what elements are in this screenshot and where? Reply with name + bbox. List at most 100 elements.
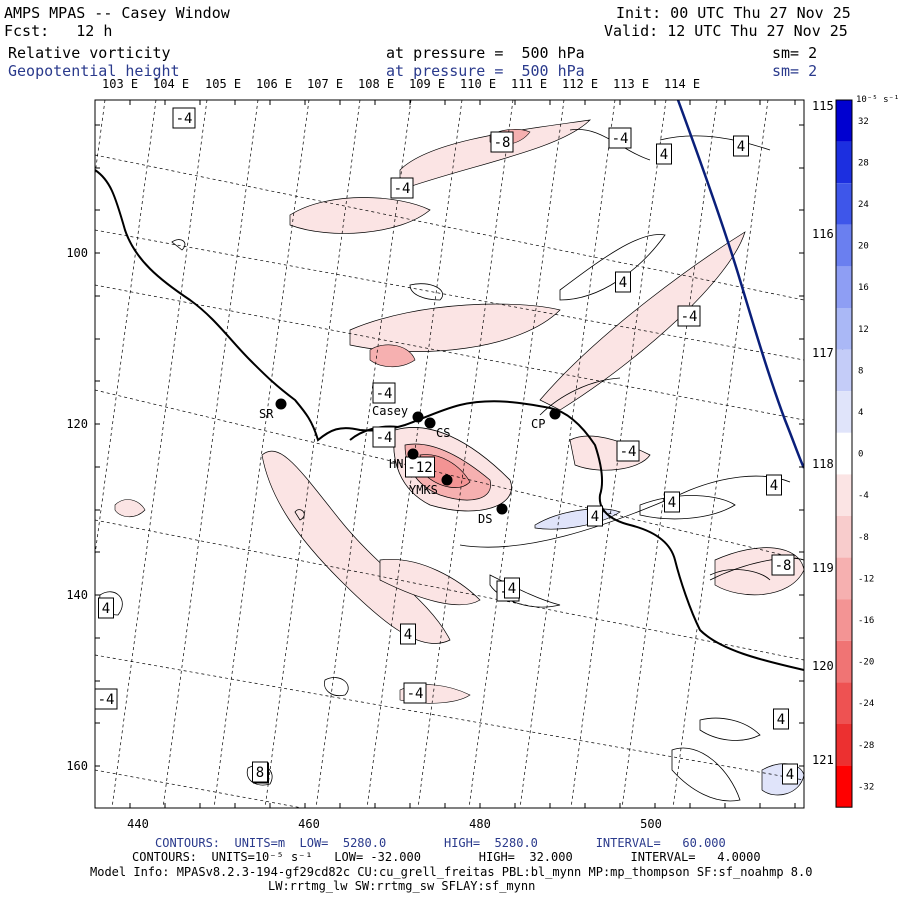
colorbar-segment <box>836 432 852 475</box>
svg-text:-4: -4 <box>376 386 393 402</box>
station-ds: DS <box>478 503 508 526</box>
contour-label: -4 <box>616 440 640 462</box>
y-tick-labels: 100 120 140 160 <box>66 246 88 773</box>
init-time: Init: 00 UTC Thu 27 Nov 25 <box>616 4 851 22</box>
footer-contours-vorticity: CONTOURS: UNITS=10⁻⁵ s⁻¹ LOW= -32.000 HI… <box>132 850 761 864</box>
contour-label: -8 <box>771 554 795 576</box>
colorbar-tick-label: 20 <box>858 242 869 252</box>
field1-name: Relative vorticity <box>8 44 171 62</box>
colorbar-segment <box>836 391 852 433</box>
svg-text:4: 4 <box>770 478 778 494</box>
footer-model-info: Model Info: MPASv8.2.3-194-gf29cd82c CU:… <box>90 865 813 879</box>
svg-text:4: 4 <box>660 147 668 163</box>
y-tick-label: 100 <box>66 246 88 260</box>
valid-time: Valid: 12 UTC Thu 27 Nov 25 <box>604 22 848 40</box>
colorbar-segment <box>836 557 852 600</box>
y-tick-label: 160 <box>66 759 88 773</box>
colorbar-tick-label: 32 <box>858 117 869 127</box>
colorbar-tick-label: -20 <box>858 658 874 668</box>
contour-label: -4 <box>372 382 396 404</box>
svg-text:-4: -4 <box>176 111 193 127</box>
contour-label: 4 <box>400 623 416 645</box>
colorbar: 10⁻⁵ s⁻¹ 32 28 24 20 16 12 8 4 0 -4 -8 -12 -16 -20 -24… <box>835 95 899 808</box>
contour-label: -8 <box>490 131 514 153</box>
svg-text:-4: -4 <box>98 692 115 708</box>
top-lon-label: 112 E <box>562 77 598 91</box>
contour-label: 4 <box>773 708 789 730</box>
top-lon-label: 106 E <box>256 77 292 91</box>
svg-text:4: 4 <box>508 581 516 597</box>
contour-label: -4 <box>390 177 414 199</box>
colorbar-segment <box>836 640 852 683</box>
station-label: Casey <box>372 404 408 418</box>
station-label: CP <box>531 417 545 431</box>
contour-label: 4 <box>782 763 798 785</box>
colorbar-segment <box>836 141 852 184</box>
top-lon-label: 114 E <box>664 77 700 91</box>
station-hn: HN <box>389 448 419 471</box>
contour-label: 4 <box>656 143 672 165</box>
contour-label: -4 <box>608 127 632 149</box>
station-sr: SR <box>259 398 287 421</box>
colorbar-segment <box>836 349 852 392</box>
forecast-hour: Fcst: 12 h <box>4 22 113 40</box>
contour-label: 4 <box>664 491 680 513</box>
station-label: DS <box>478 512 492 526</box>
colorbar-tick-label: -28 <box>858 741 874 751</box>
svg-text:8: 8 <box>256 765 264 781</box>
axis-ticks <box>95 100 804 808</box>
lat-lon-grid <box>95 100 804 808</box>
station-cp: CP <box>531 408 561 431</box>
colorbar-segment <box>836 224 852 267</box>
colorbar-tick-label: 4 <box>858 408 863 418</box>
svg-text:4: 4 <box>591 509 599 525</box>
colorbar-tick-label: -32 <box>858 782 874 792</box>
contour-label: 4 <box>766 474 782 496</box>
geopotential-contour-5280 <box>676 100 804 469</box>
svg-text:4: 4 <box>668 495 676 511</box>
colorbar-tick-label: -16 <box>858 616 874 626</box>
colorbar-segment <box>836 308 852 350</box>
svg-text:-4: -4 <box>612 131 629 147</box>
svg-text:4: 4 <box>777 712 785 728</box>
colorbar-tick-label: -8 <box>858 533 869 543</box>
svg-text:4: 4 <box>404 627 412 643</box>
svg-text:-4: -4 <box>681 309 698 325</box>
field2-smoothing: sm= 2 <box>772 62 818 80</box>
colorbar-tick-label: -24 <box>858 699 874 709</box>
contour-label: 8 <box>252 761 268 783</box>
x-tick-labels: 440 460 480 500 <box>127 817 662 831</box>
contour-labels: -4-8-444-44-4-4-4-12-444-84-444-4-444448 <box>94 107 798 785</box>
x-tick-label: 480 <box>469 817 491 831</box>
top-lon-label: 110 E <box>460 77 496 91</box>
top-longitude-labels: 103 E 104 E 105 E 106 E 107 E 108 E 109 E 110 E… <box>102 77 700 91</box>
station-casey: Casey <box>372 404 424 423</box>
contour-label: 4 <box>615 271 631 293</box>
vorticity-shading <box>114 119 804 796</box>
contour-label: 4 <box>504 577 520 599</box>
contour-label: 4 <box>98 597 114 619</box>
colorbar-tick-label: 28 <box>858 158 869 168</box>
colorbar-tick-label: 12 <box>858 325 869 335</box>
contour-label: -4 <box>403 682 427 704</box>
contour-label: -12 <box>405 456 435 478</box>
svg-text:4: 4 <box>102 601 110 617</box>
station-ymks: YMKS <box>409 474 453 497</box>
svg-text:4: 4 <box>619 275 627 291</box>
svg-text:4: 4 <box>737 139 745 155</box>
colorbar-tick-label: -12 <box>858 574 874 584</box>
colorbar-segment <box>836 100 852 142</box>
svg-text:-4: -4 <box>394 181 411 197</box>
colorbar-tick-label: 8 <box>858 366 863 376</box>
stations: SR Casey CS CP HN YMKS DS <box>259 398 561 526</box>
top-lon-label: 113 E <box>613 77 649 91</box>
station-cs: CS <box>424 417 450 440</box>
x-tick-label: 440 <box>127 817 149 831</box>
field1-smoothing: sm= 2 <box>772 44 818 62</box>
colorbar-segment <box>836 516 852 558</box>
top-lon-label: 103 E <box>102 77 138 91</box>
contour-label: -4 <box>677 305 701 327</box>
svg-text:-4: -4 <box>407 686 424 702</box>
colorbar-segment <box>836 682 852 724</box>
